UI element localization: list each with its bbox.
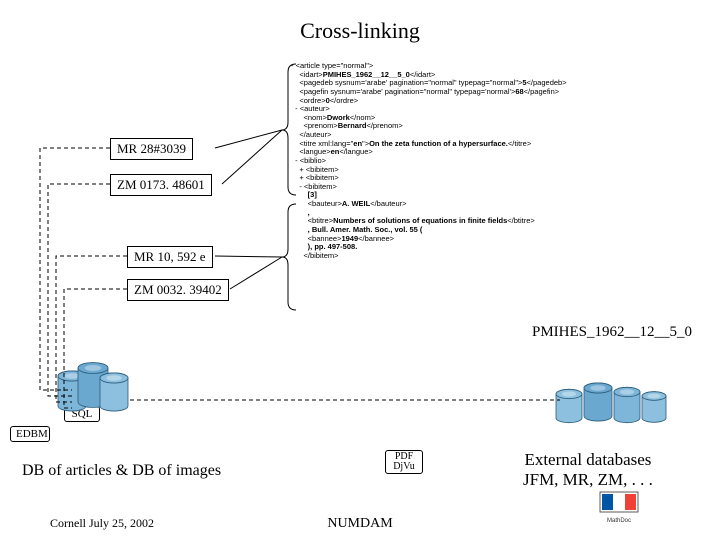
external-databases-label: External databases JFM, MR, ZM, . . . <box>523 450 653 491</box>
footer-numdam: NUMDAM <box>327 516 392 532</box>
db-articles-images-label: DB of articles & DB of images <box>22 462 221 480</box>
svg-text:MathDoc: MathDoc <box>607 518 631 524</box>
edbm-pill: EDBM <box>10 426 50 442</box>
xml-listing: - <article type="normal"> <idart>PMIHES_… <box>291 62 567 260</box>
ext-db-line1: External databases <box>524 450 651 469</box>
article-id-label: PMIHES_1962__12__5_0 <box>532 324 692 341</box>
mathdoc-logo: MathDoc <box>598 490 640 524</box>
ref-mr-2: MR 10, 592 e <box>127 246 213 268</box>
ref-mr-1: MR 28#3039 <box>110 138 193 160</box>
page-title: Cross-linking <box>0 18 720 44</box>
sql-pill: SQL <box>64 406 100 422</box>
ref-zm-2: ZM 0032. 39402 <box>127 279 229 301</box>
footer-date: Cornell July 25, 2002 <box>50 516 154 531</box>
ext-db-line2: JFM, MR, ZM, . . . <box>523 470 653 489</box>
ref-zm-1: ZM 0173. 48601 <box>110 174 212 196</box>
pdf-pill: PDFDjVu <box>385 450 423 474</box>
